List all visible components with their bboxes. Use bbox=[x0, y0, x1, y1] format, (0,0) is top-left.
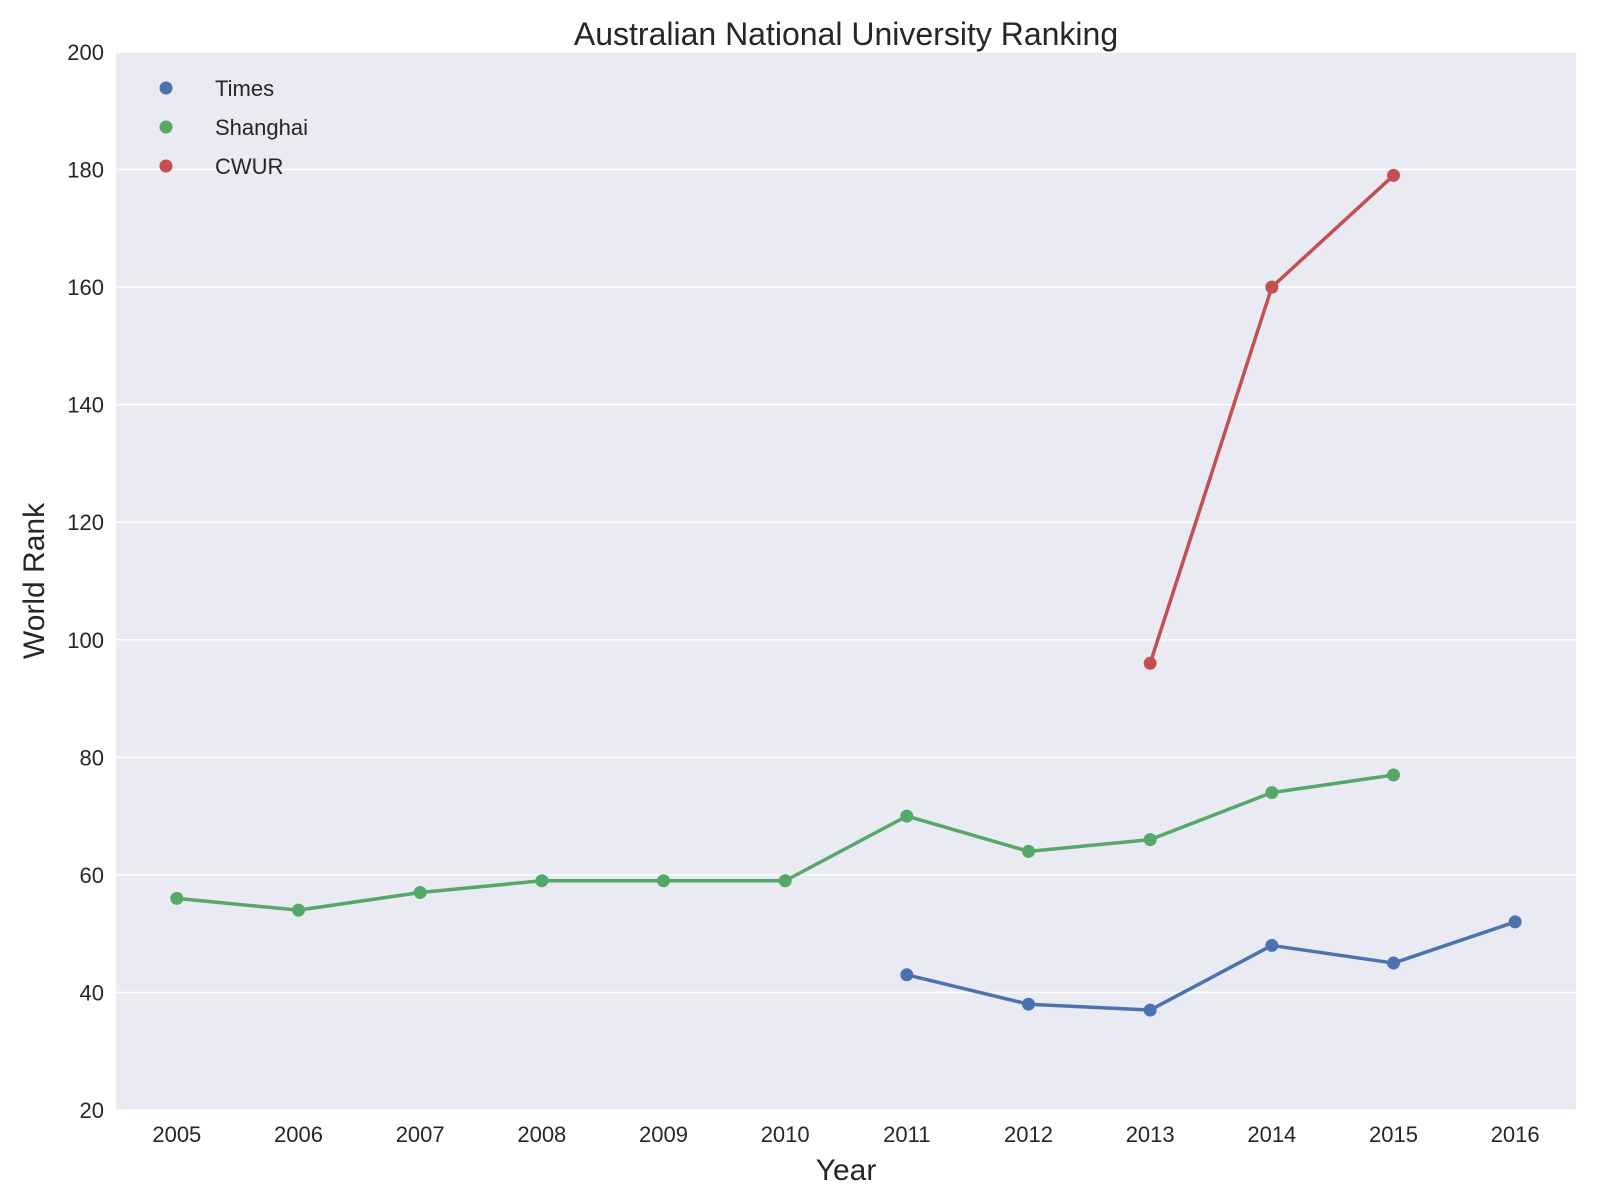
legend-label-shanghai: Shanghai bbox=[215, 115, 308, 140]
y-tick-label: 20 bbox=[80, 1098, 104, 1123]
x-axis-ticks: 2005 2006 2007 2008 2009 2010 2011 2012 2013 2014… bbox=[152, 1122, 1539, 1147]
data-point-shanghai bbox=[1143, 833, 1157, 847]
data-point-shanghai bbox=[170, 891, 184, 905]
data-point-times bbox=[1508, 915, 1522, 929]
x-tick-label: 2012 bbox=[1004, 1122, 1053, 1147]
x-tick-label: 2008 bbox=[517, 1122, 566, 1147]
legend-label-times: Times bbox=[215, 76, 274, 101]
y-tick-label: 120 bbox=[67, 510, 104, 535]
chart-title: Australian National University Ranking bbox=[574, 16, 1118, 52]
data-point-shanghai bbox=[292, 903, 305, 917]
data-point-cwur bbox=[1143, 656, 1157, 670]
x-tick-label: 2007 bbox=[396, 1122, 445, 1147]
y-axis-ticks: 20 40 60 80 100 120 140 160 180 200 bbox=[67, 40, 104, 1123]
data-point-times bbox=[1387, 956, 1400, 970]
y-tick-label: 80 bbox=[80, 745, 104, 770]
y-tick-label: 100 bbox=[67, 628, 104, 653]
y-tick-label: 60 bbox=[80, 863, 104, 888]
x-tick-label: 2009 bbox=[639, 1122, 688, 1147]
y-tick-label: 140 bbox=[67, 393, 104, 418]
x-tick-label: 2005 bbox=[152, 1122, 201, 1147]
data-point-cwur bbox=[1387, 168, 1400, 182]
y-tick-label: 200 bbox=[67, 40, 104, 65]
data-point-shanghai bbox=[657, 874, 670, 888]
x-tick-label: 2006 bbox=[274, 1122, 323, 1147]
legend-marker-shanghai bbox=[159, 120, 173, 134]
data-point-shanghai bbox=[1265, 786, 1279, 800]
legend-marker-cwur bbox=[159, 159, 173, 173]
x-tick-label: 2016 bbox=[1491, 1122, 1540, 1147]
data-point-times bbox=[1265, 938, 1279, 952]
x-tick-label: 2011 bbox=[883, 1122, 930, 1147]
data-point-cwur bbox=[1265, 280, 1279, 294]
x-tick-label: 2014 bbox=[1247, 1122, 1296, 1147]
x-axis-label: Year bbox=[816, 1154, 877, 1187]
data-series bbox=[170, 168, 1522, 1017]
data-point-shanghai bbox=[413, 886, 427, 900]
data-point-times bbox=[1143, 1003, 1157, 1017]
data-point-shanghai bbox=[778, 874, 792, 888]
data-point-shanghai bbox=[900, 809, 914, 823]
y-tick-label: 40 bbox=[80, 980, 104, 1005]
y-axis-label: World Rank bbox=[18, 502, 51, 659]
plot-background bbox=[116, 52, 1576, 1110]
x-tick-label: 2010 bbox=[761, 1122, 810, 1147]
data-point-times bbox=[1022, 997, 1035, 1011]
y-tick-label: 160 bbox=[67, 275, 104, 300]
data-point-shanghai bbox=[1387, 768, 1400, 782]
x-tick-label: 2015 bbox=[1369, 1122, 1418, 1147]
data-point-shanghai bbox=[1022, 844, 1035, 858]
y-tick-label: 180 bbox=[67, 158, 104, 183]
data-point-shanghai bbox=[535, 874, 549, 888]
data-point-times bbox=[900, 968, 914, 982]
legend-marker-times bbox=[159, 81, 173, 95]
legend-label-cwur: CWUR bbox=[215, 154, 283, 179]
series-line-times bbox=[906, 920, 1516, 1012]
x-tick-label: 2013 bbox=[1126, 1122, 1175, 1147]
grid-lines bbox=[116, 51, 1576, 1111]
legend: Times Shanghai CWUR bbox=[159, 76, 308, 179]
